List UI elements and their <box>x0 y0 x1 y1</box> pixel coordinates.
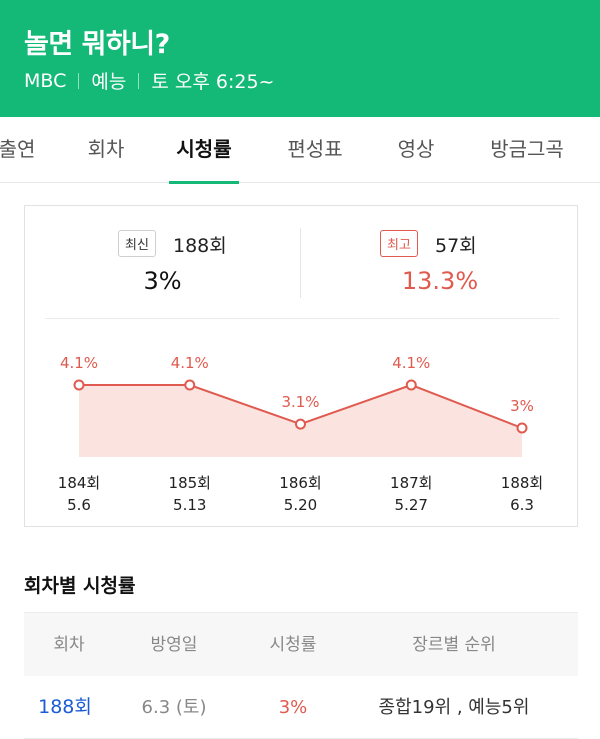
meta-divider <box>138 72 140 89</box>
chart-area <box>79 385 522 457</box>
latest-badge: 최신 <box>118 230 156 257</box>
chart-x-date: 5.20 <box>284 496 317 514</box>
chart-data-label: 3% <box>510 397 534 415</box>
chart-x-label: 184회 <box>58 474 100 492</box>
card-divider <box>45 318 559 319</box>
col-episode: 회차 <box>53 635 85 655</box>
chart-data-label: 4.1% <box>171 354 209 372</box>
chart-x-date: 5.27 <box>395 496 428 514</box>
chart-x-label: 187회 <box>390 474 432 492</box>
program-header: 놀면 뭐하니? MBC 예능 토 오후 6:25~ <box>0 0 600 117</box>
program-meta: MBC 예능 토 오후 6:25~ <box>24 67 274 94</box>
meta-divider <box>78 72 80 89</box>
chart-x-label: 186회 <box>279 474 321 492</box>
chart-point <box>184 379 196 391</box>
chart-x-label: 188회 <box>501 474 543 492</box>
col-genre-rank: 장르별 순위 <box>412 635 496 655</box>
channel-label: MBC <box>24 69 67 92</box>
chart-x-date: 5.13 <box>173 496 206 514</box>
highest-badge: 최고 <box>380 230 418 257</box>
tab-bar: 출연 회차 시청률 편성표 영상 방금그곡 <box>0 117 600 184</box>
tab-cast[interactable]: 출연 <box>0 137 36 161</box>
chart-x-label: 185회 <box>169 474 211 492</box>
section-title: 회차별 시청률 <box>24 575 136 597</box>
latest-rating: 3% <box>143 267 182 295</box>
tab-episodes[interactable]: 회차 <box>87 137 125 161</box>
schedule-label: 토 오후 6:25~ <box>151 71 275 93</box>
chart-x-date: 6.3 <box>510 496 534 514</box>
table-header: 회차 방영일 시청률 장르별 순위 <box>24 612 578 676</box>
latest-episode: 188회 <box>173 235 227 257</box>
program-title: 놀면 뭐하니? <box>24 29 170 60</box>
chart-point <box>295 418 306 430</box>
tab-videos[interactable]: 영상 <box>397 137 435 161</box>
row-rating: 3% <box>278 697 308 718</box>
col-rating: 시청률 <box>269 635 317 655</box>
ratings-card: 최신 188회 3% 최고 57회 13.3% 4.1% 184회 5.6 4.1% 1… <box>24 205 578 527</box>
chart-data-label: 4.1% <box>60 354 98 372</box>
tab-recent-songs[interactable]: 방금그곡 <box>490 137 564 161</box>
genre-label: 예능 <box>91 71 127 93</box>
chart-data-label: 4.1% <box>392 354 430 372</box>
highest-rating: 13.3% <box>401 267 479 295</box>
highest-episode: 57회 <box>435 235 477 257</box>
row-episode-link[interactable]: 188회 <box>38 696 92 718</box>
chart-point <box>405 379 417 391</box>
chart-data-label: 3.1% <box>281 393 319 411</box>
chart-point <box>73 379 85 391</box>
tab-ratings[interactable]: 시청률 <box>169 117 239 184</box>
chart-point <box>516 422 528 434</box>
row-genre-rank: 종합19위 , 예능5위 <box>378 697 530 718</box>
table-row: 188회 6.3 (토) 3% 종합19위 , 예능5위 <box>24 676 578 739</box>
row-date: 6.3 (토) <box>141 697 207 718</box>
chart-x-date: 5.6 <box>67 496 91 514</box>
tab-schedule[interactable]: 편성표 <box>287 137 343 161</box>
rating-trend-chart: 4.1% 184회 5.6 4.1% 185회 5.13 3.1% 186회 5.20 4.1% 1… <box>58 354 543 514</box>
summary-divider <box>300 228 301 298</box>
col-date: 방영일 <box>150 635 198 655</box>
